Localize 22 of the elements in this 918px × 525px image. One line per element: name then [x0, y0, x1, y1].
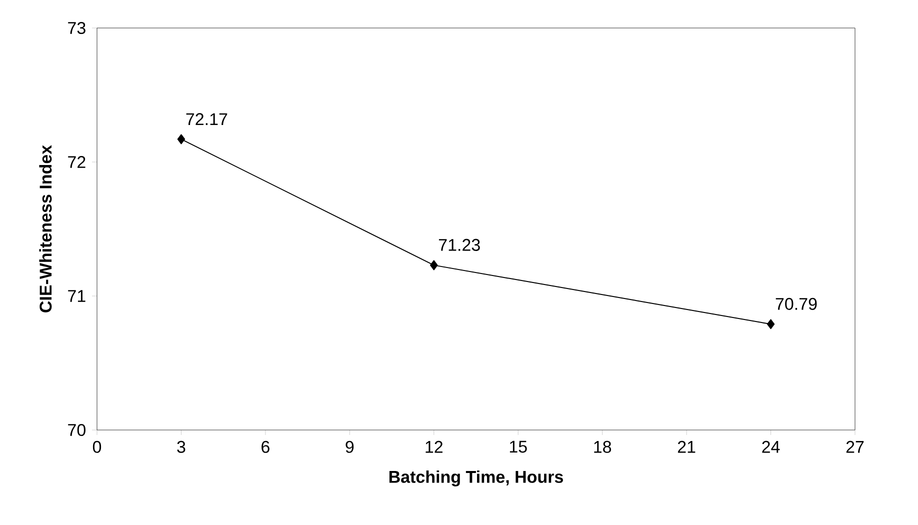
- y-tick-label: 71: [68, 290, 86, 302]
- point: [766, 319, 775, 330]
- x-tick-label: 9: [346, 440, 354, 453]
- x-tick-label: 12: [426, 440, 442, 453]
- x-tick-label: 6: [262, 440, 270, 453]
- x-tick-label: 18: [594, 440, 612, 453]
- data-label: 71.23: [438, 238, 480, 251]
- x-axis-title: Batching Time, Hours: [389, 470, 563, 486]
- point: [430, 260, 438, 270]
- point: [177, 134, 186, 144]
- y-tick-label: 73: [68, 22, 86, 34]
- x-tick-label: 3: [177, 440, 186, 453]
- y-tick-label: 72: [68, 156, 86, 168]
- x-tick-label: 21: [678, 440, 696, 453]
- data-label: 70.79: [776, 298, 817, 310]
- data-label: 72.17: [186, 113, 228, 126]
- x-tick-label: 27: [846, 440, 864, 453]
- x-tick-label: 15: [510, 440, 527, 453]
- x-tick-label: 0: [92, 440, 102, 453]
- y-tick-label: 70: [68, 424, 86, 436]
- x-tick-label: 24: [762, 440, 780, 453]
- y-axis-title: CIE-Whiteness Index: [39, 145, 52, 312]
